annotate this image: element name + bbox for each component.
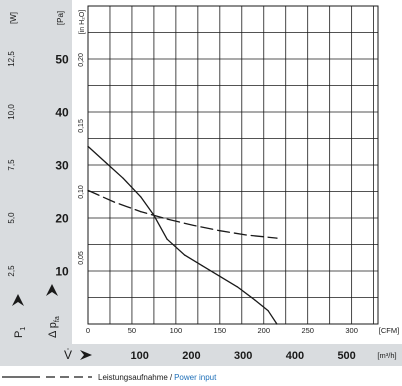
legend-separator: / bbox=[169, 372, 173, 382]
pressure-point bbox=[236, 286, 238, 288]
y-tick-label-pa: 40 bbox=[55, 106, 69, 120]
x2-tick-label-m3h: 400 bbox=[286, 350, 304, 362]
y-tick-label-inh2o: 0,20 bbox=[78, 53, 85, 67]
y-tick-label-pa: 30 bbox=[55, 159, 69, 173]
y-tick-label-w: 2,5 bbox=[7, 265, 16, 277]
unit-label-m3h: [m³/h] bbox=[377, 351, 396, 360]
pressure-point bbox=[104, 161, 107, 163]
y-tick-label-w: 12,5 bbox=[7, 51, 16, 67]
y-tick-label-pa: 20 bbox=[55, 212, 69, 226]
power-input-curve bbox=[87, 189, 278, 239]
plot-frame bbox=[87, 5, 379, 325]
dpfa-axis-symbol: Δ pfa bbox=[47, 316, 61, 338]
unit-label-inh2o: [in H₂O] bbox=[79, 10, 86, 35]
y-tick-label-pa: 10 bbox=[55, 265, 69, 279]
pressure-point bbox=[87, 145, 89, 148]
power-input-point bbox=[166, 218, 168, 220]
x-tick-label-cfm: 100 bbox=[170, 326, 183, 335]
curves bbox=[87, 145, 278, 325]
y-tick-label-pa: 50 bbox=[55, 53, 69, 67]
x-tick-label-cfm: 50 bbox=[128, 326, 136, 335]
y-tick-label-w: 7,5 bbox=[7, 159, 16, 171]
y-tick-label-inh2o: 0,10 bbox=[78, 185, 85, 199]
dpfa-symbol: Δ p bbox=[47, 322, 59, 338]
vdot-arrow-icon bbox=[80, 350, 92, 360]
power-input-point bbox=[140, 211, 142, 213]
axis-band-bottom bbox=[0, 344, 402, 366]
legend-line-samples bbox=[2, 376, 92, 378]
y-tick-label-inh2o: 0,15 bbox=[78, 119, 85, 133]
x-tick-label-cfm: 0 bbox=[86, 326, 90, 335]
dpfa-subscript: fa bbox=[54, 316, 61, 322]
p1-symbol: P bbox=[13, 331, 25, 338]
x-tick-label-cfm: 250 bbox=[301, 326, 314, 335]
pressure-point bbox=[267, 310, 269, 312]
x2-tick-label-m3h: 300 bbox=[234, 350, 252, 362]
pressure-point bbox=[201, 265, 203, 267]
pressure-point bbox=[122, 177, 124, 179]
vdot-symbol: V̇ bbox=[64, 348, 72, 362]
svg-text:P1: P1 bbox=[13, 327, 27, 338]
unit-label-w: [W] bbox=[9, 12, 18, 24]
unit-label-pa: [Pa] bbox=[56, 11, 65, 25]
y-tick-label-w: 5,0 bbox=[7, 212, 16, 224]
power-input-point bbox=[245, 234, 247, 236]
p1-subscript: 1 bbox=[20, 327, 27, 331]
pressure-point bbox=[276, 323, 278, 325]
power-input-point bbox=[113, 201, 115, 203]
power-input-point bbox=[87, 189, 89, 192]
pressure-point bbox=[166, 238, 168, 240]
power-input-point bbox=[192, 224, 195, 227]
power-input-point bbox=[276, 237, 278, 239]
axis-labels: [W] [Pa] [in H₂O] [CFM] [m³/h] P1 Δ pfa … bbox=[7, 10, 399, 362]
power-input-point bbox=[219, 230, 221, 232]
grid bbox=[87, 5, 379, 325]
legend-label-de: Leistungsaufnahme bbox=[98, 372, 168, 382]
dpfa-arrow-icon bbox=[46, 284, 58, 296]
p1-arrow-icon bbox=[12, 294, 24, 306]
y-tick-label-w: 10,0 bbox=[7, 104, 16, 120]
pressure-point bbox=[219, 275, 221, 277]
axis-strip-inh2o bbox=[72, 0, 88, 344]
unit-label-cfm: [CFM] bbox=[379, 326, 399, 335]
y-tick-label-inh2o: 0,05 bbox=[78, 251, 85, 265]
x2-tick-label-m3h: 500 bbox=[337, 350, 355, 362]
pressure-point bbox=[140, 196, 142, 198]
pressure-point bbox=[254, 299, 256, 301]
x-tick-label-cfm: 200 bbox=[257, 326, 270, 335]
x-tick-label-cfm: 150 bbox=[214, 326, 227, 335]
legend-label-en: Power input bbox=[174, 372, 217, 382]
legend: Leistungsaufnahme / Power input bbox=[2, 370, 216, 384]
svg-text:Δ pfa: Δ pfa bbox=[47, 316, 61, 338]
x2-tick-label-m3h: 100 bbox=[131, 350, 149, 362]
pressure-point bbox=[184, 254, 186, 256]
p1-axis-symbol: P1 bbox=[13, 327, 27, 338]
x2-tick-label-m3h: 200 bbox=[182, 350, 200, 362]
x-tick-label-cfm: 300 bbox=[345, 326, 358, 335]
